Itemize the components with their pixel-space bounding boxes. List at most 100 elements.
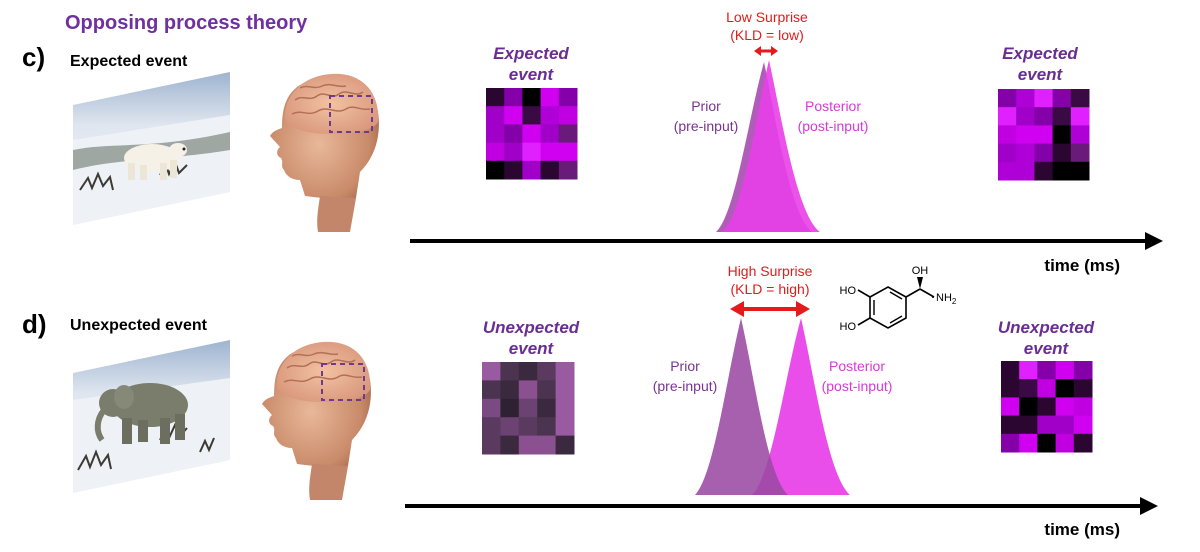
- matrix-cell: [1052, 107, 1072, 126]
- panel-d-left-matrix: [482, 362, 575, 455]
- matrix-cell: [1037, 379, 1057, 398]
- matrix-cell: [998, 107, 1017, 126]
- matrix-cell: [1019, 361, 1038, 380]
- matrix-cell: [1070, 89, 1090, 108]
- panel-c-letter: c): [22, 42, 45, 72]
- panel-d-posterior-label-2: (post-input): [822, 378, 893, 394]
- molecule-oh-top: OH: [912, 265, 929, 277]
- panel-d-surprise-label-2: (KLD = high): [731, 281, 810, 297]
- figure-title: Opposing process theory: [65, 12, 308, 34]
- matrix-cell: [555, 380, 575, 400]
- matrix-cell: [1073, 397, 1093, 417]
- molecule-nh-sub: 2: [952, 297, 957, 306]
- panel-c-posterior-label-1: Posterior: [805, 98, 861, 114]
- matrix-cell: [1016, 89, 1035, 108]
- matrix-cell: [522, 106, 542, 125]
- matrix-cell: [504, 160, 523, 180]
- head-with-brain-icon: [262, 341, 371, 500]
- matrix-cell: [998, 125, 1017, 145]
- matrix-cell: [522, 124, 542, 144]
- matrix-cell: [1034, 89, 1054, 108]
- panel-c: c) Expected event Expected event: [22, 9, 1163, 275]
- matrix-cell: [518, 417, 538, 437]
- matrix-cell: [558, 160, 578, 180]
- matrix-cell: [518, 380, 538, 400]
- matrix-cell: [482, 435, 501, 455]
- matrix-cell: [540, 142, 560, 162]
- matrix-cell: [1055, 361, 1075, 380]
- panel-c-kld-arrow-icon: [754, 46, 778, 56]
- polar-bear-photo-icon: [73, 72, 230, 225]
- matrix-cell: [1034, 143, 1054, 163]
- matrix-cell: [540, 88, 560, 107]
- panel-c-surprise-label-2: (KLD = low): [730, 27, 804, 43]
- panel-d-posterior-distribution: [752, 318, 850, 495]
- molecule-nh2: NH2: [936, 292, 957, 306]
- matrix-cell: [1070, 143, 1090, 163]
- matrix-cell: [1070, 161, 1090, 181]
- matrix-cell: [482, 417, 501, 437]
- matrix-cell: [1019, 397, 1038, 417]
- matrix-cell: [504, 124, 523, 144]
- molecule-nh: NH: [936, 292, 952, 304]
- matrix-cell: [486, 142, 505, 162]
- matrix-cell: [1037, 361, 1057, 380]
- matrix-cell: [540, 124, 560, 144]
- matrix-cell: [1016, 161, 1035, 181]
- matrix-cell: [540, 106, 560, 125]
- panel-c-time-axis: [410, 232, 1163, 250]
- matrix-cell: [1055, 415, 1075, 435]
- matrix-cell: [482, 380, 501, 400]
- matrix-cell: [537, 362, 557, 381]
- matrix-cell: [486, 124, 505, 144]
- norepinephrine-structure-icon: OH HO HO NH2: [840, 265, 957, 333]
- elephant-in-snow-photo-icon: [73, 340, 230, 493]
- matrix-cell: [555, 362, 575, 381]
- panel-c-prior-label-1: Prior: [691, 98, 721, 114]
- matrix-cell: [998, 161, 1017, 181]
- panel-d-surprise-label-1: High Surprise: [728, 263, 813, 279]
- matrix-cell: [486, 160, 505, 180]
- matrix-cell: [1055, 433, 1075, 453]
- matrix-cell: [1019, 415, 1038, 435]
- matrix-cell: [537, 380, 557, 400]
- matrix-cell: [500, 417, 520, 437]
- matrix-cell: [1034, 161, 1054, 181]
- matrix-cell: [558, 88, 578, 107]
- matrix-cell: [482, 362, 501, 381]
- matrix-cell: [558, 142, 578, 162]
- matrix-cell: [522, 142, 542, 162]
- matrix-cell: [1070, 125, 1090, 145]
- matrix-cell: [1001, 379, 1020, 398]
- molecule-ho-lower: HO: [840, 321, 857, 333]
- panel-c-prior-label-2: (pre-input): [674, 118, 739, 134]
- matrix-cell: [1001, 415, 1020, 435]
- matrix-cell: [555, 398, 575, 418]
- panel-c-right-matrix: [998, 89, 1090, 181]
- matrix-cell: [1073, 415, 1093, 435]
- panel-c-right-matrix-label-1: Expected: [1002, 44, 1078, 63]
- matrix-cell: [500, 362, 520, 381]
- matrix-cell: [1052, 89, 1072, 108]
- panel-d-prior-label-2: (pre-input): [653, 378, 718, 394]
- matrix-cell: [1073, 433, 1093, 453]
- panel-c-axis-label: time (ms): [1044, 256, 1120, 275]
- matrix-cell: [555, 435, 575, 455]
- panel-d-posterior-label-1: Posterior: [829, 358, 885, 374]
- panel-d-axis-label: time (ms): [1044, 520, 1120, 539]
- matrix-cell: [1034, 125, 1054, 145]
- matrix-cell: [1001, 361, 1020, 380]
- matrix-cell: [486, 106, 505, 125]
- matrix-cell: [1070, 107, 1090, 126]
- matrix-cell: [518, 362, 538, 381]
- matrix-cell: [504, 142, 523, 162]
- panel-c-event-label: Expected event: [70, 53, 188, 70]
- matrix-cell: [555, 417, 575, 437]
- matrix-cell: [537, 398, 557, 418]
- matrix-cell: [1034, 107, 1054, 126]
- matrix-cell: [1016, 125, 1035, 145]
- panel-c-left-matrix-label-1: Expected: [493, 44, 569, 63]
- matrix-cell: [482, 398, 501, 418]
- panel-d-left-matrix-label-2: event: [509, 339, 555, 358]
